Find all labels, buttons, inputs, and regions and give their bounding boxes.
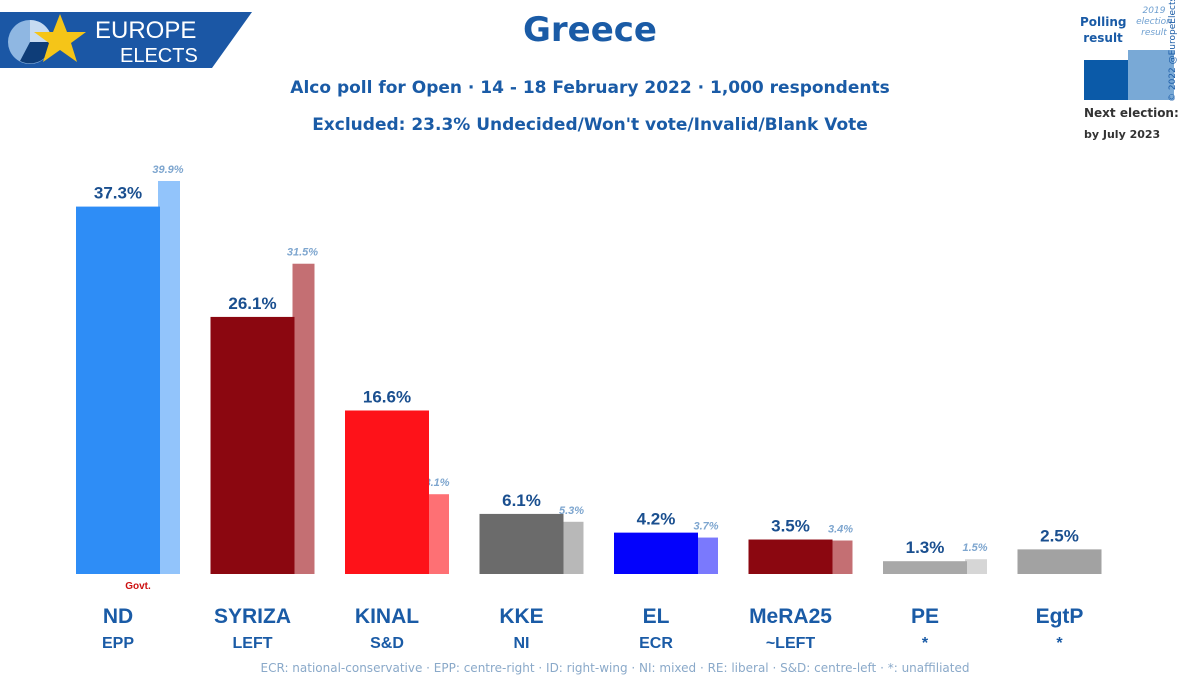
label-previous-pe: 1.5%: [962, 542, 987, 554]
bar-current-pe: [883, 561, 967, 574]
party-group-pe: *: [922, 635, 929, 652]
bar-previous-pe: [965, 559, 987, 574]
party-name-pe: PE: [911, 605, 939, 628]
label-previous-kinal: 8.1%: [424, 477, 449, 489]
bar-current-kke: [479, 513, 564, 574]
bar-previous-el: [696, 537, 718, 574]
label-current-kinal: 16.6%: [363, 387, 411, 406]
party-name-kke: KKE: [499, 605, 543, 628]
party-group-mera25: ~LEFT: [766, 635, 816, 652]
party-group-kke: NI: [514, 635, 530, 652]
copyright: © 2022 @EuropeElects: [1168, 0, 1178, 102]
label-current-pe: 1.3%: [906, 538, 945, 557]
party-group-kinal: S&D: [370, 635, 404, 652]
label-current-nd: 37.3%: [94, 184, 142, 203]
next-election-label: Next election:: [1084, 106, 1179, 120]
bar-previous-kke: [561, 521, 584, 574]
label-previous-mera25: 3.4%: [828, 524, 853, 536]
next-election-date: by July 2023: [1084, 128, 1161, 141]
bar-chart: 39.9% 37.3% ND EPP Govt. 31.5% 26.1% SYRIZA LEFT…: [76, 164, 1102, 652]
bar-previous-nd: [158, 180, 180, 575]
bar-previous-mera25: [830, 540, 853, 574]
bar-previous-kinal: [427, 494, 449, 574]
label-current-el: 4.2%: [637, 510, 676, 529]
excluded-subtitle: Excluded: 23.3% Undecided/Won't vote/Inv…: [312, 115, 868, 135]
party-name-egtp: EgtP: [1036, 605, 1084, 628]
bar-current-syriza: [210, 316, 295, 574]
legend: Polling result 2019 election result: [1080, 6, 1190, 146]
europe-elects-logo: EUROPE ELECTS: [0, 12, 252, 68]
govt-annotation: Govt.: [125, 581, 151, 592]
party-name-kinal: KINAL: [355, 605, 419, 628]
legend-previous-swatch: [1128, 50, 1174, 100]
group-legend-footer: ECR: national-conservative · EPP: centre…: [260, 661, 970, 675]
logo-text-europe: EUROPE: [95, 17, 196, 44]
label-previous-syriza: 31.5%: [287, 247, 318, 259]
bar-current-mera25: [748, 539, 833, 574]
party-group-nd: EPP: [102, 635, 134, 652]
bar-current-nd: [76, 206, 160, 574]
chart-title: Greece: [522, 10, 657, 50]
label-previous-el: 3.7%: [693, 521, 718, 533]
label-previous-nd: 39.9%: [152, 164, 183, 176]
party-name-nd: ND: [103, 605, 133, 628]
party-group-egtp: *: [1056, 635, 1063, 652]
label-current-mera25: 3.5%: [771, 517, 810, 536]
party-name-mera25: MeRA25: [749, 605, 832, 628]
label-previous-kke: 5.3%: [559, 505, 584, 517]
legend-polling-label: Polling result: [1080, 15, 1127, 45]
logo-text-elects: ELECTS: [120, 45, 198, 67]
poll-subtitle: Alco poll for Open · 14 - 18 February 20…: [290, 78, 890, 98]
party-group-el: ECR: [639, 635, 673, 652]
bar-previous-syriza: [292, 263, 315, 574]
label-current-kke: 6.1%: [502, 491, 541, 510]
bar-current-egtp: [1017, 549, 1102, 574]
party-name-syriza: SYRIZA: [214, 605, 291, 628]
label-current-egtp: 2.5%: [1040, 526, 1079, 545]
bar-current-el: [614, 532, 698, 574]
party-name-el: EL: [643, 605, 670, 628]
bar-current-kinal: [345, 410, 429, 574]
party-group-syriza: LEFT: [233, 635, 273, 652]
legend-previous-label: 2019 election result: [1136, 6, 1172, 38]
label-current-syriza: 26.1%: [228, 294, 276, 313]
legend-polling-swatch: [1084, 60, 1128, 100]
